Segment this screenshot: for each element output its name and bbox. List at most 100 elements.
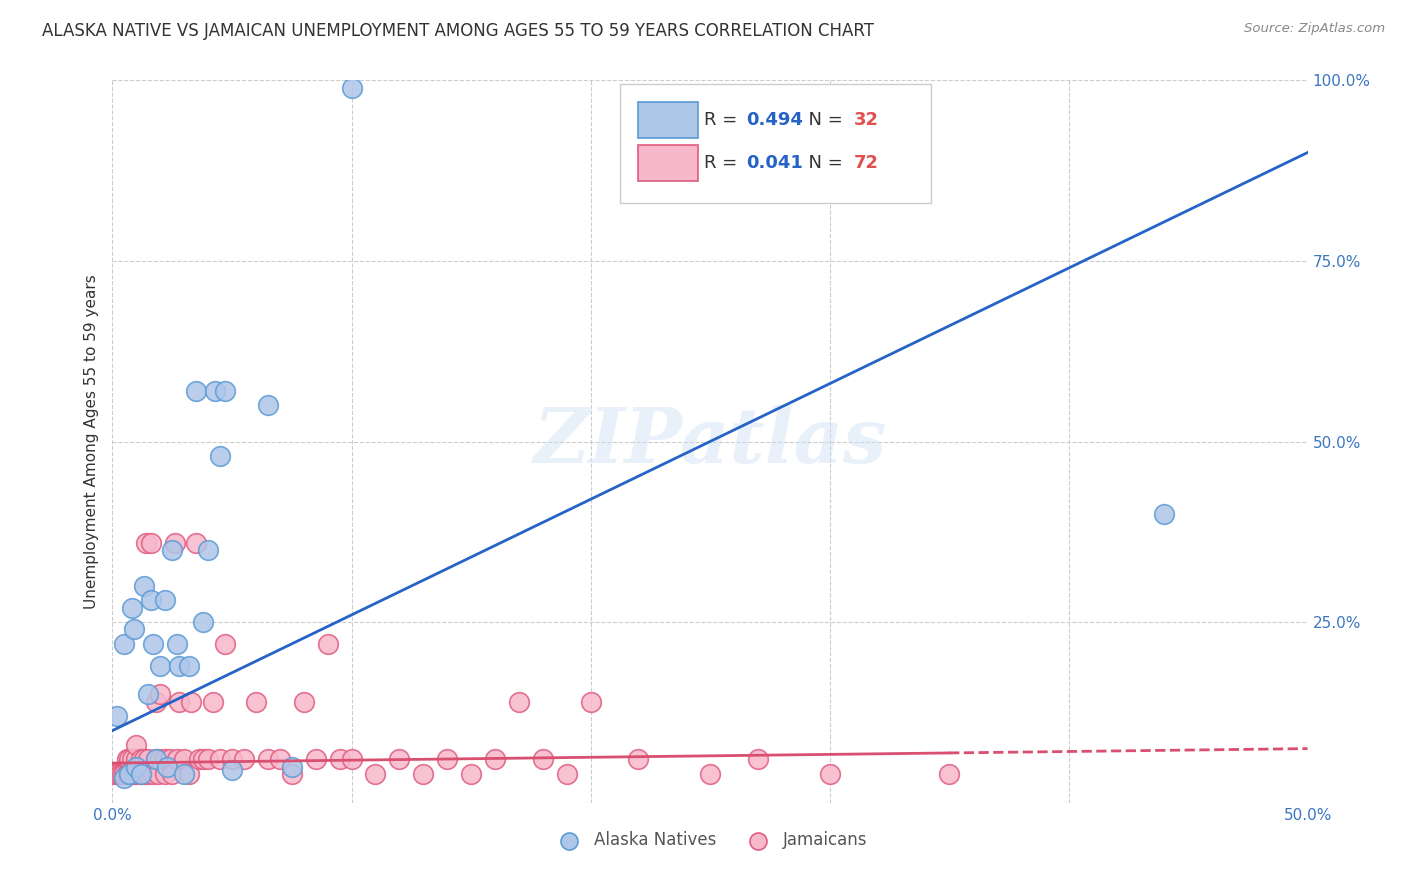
Point <box>114 767 135 781</box>
Point <box>221 764 243 778</box>
Point <box>118 752 141 766</box>
Point <box>125 738 148 752</box>
Point <box>193 752 215 766</box>
Point <box>555 767 578 781</box>
Text: R =: R = <box>704 154 742 172</box>
Text: 32: 32 <box>853 111 879 129</box>
Point <box>138 767 160 781</box>
Point <box>153 593 176 607</box>
Point <box>142 637 165 651</box>
Point <box>233 752 256 766</box>
Point <box>329 752 352 766</box>
Point <box>173 767 195 781</box>
Point <box>122 623 145 637</box>
Point <box>186 535 208 549</box>
Point <box>149 658 172 673</box>
Point <box>105 767 128 781</box>
Point <box>340 752 363 766</box>
Point <box>156 760 179 774</box>
Point <box>121 767 143 781</box>
Y-axis label: Unemployment Among Ages 55 to 59 years: Unemployment Among Ages 55 to 59 years <box>83 274 98 609</box>
Text: ALASKA NATIVE VS JAMAICAN UNEMPLOYMENT AMONG AGES 55 TO 59 YEARS CORRELATION CHA: ALASKA NATIVE VS JAMAICAN UNEMPLOYMENT A… <box>42 22 875 40</box>
Point <box>169 658 191 673</box>
Point <box>201 695 224 709</box>
Point <box>129 767 152 781</box>
Point <box>125 760 148 774</box>
Point <box>105 709 128 723</box>
Point <box>269 752 291 766</box>
Point <box>627 752 650 766</box>
Point <box>204 384 226 398</box>
Point <box>149 752 172 766</box>
Point <box>138 687 160 701</box>
Point <box>169 695 191 709</box>
Point <box>129 767 152 781</box>
Point <box>316 637 339 651</box>
Point <box>364 767 387 781</box>
Point <box>138 752 160 766</box>
FancyBboxPatch shape <box>620 84 931 203</box>
Point <box>101 767 124 781</box>
Point <box>531 752 554 766</box>
Point <box>129 752 152 766</box>
Point <box>412 767 434 781</box>
Text: 0.494: 0.494 <box>747 111 803 129</box>
Point <box>111 767 134 781</box>
Point <box>108 767 131 781</box>
Point <box>221 752 243 766</box>
Point <box>508 695 530 709</box>
Text: 72: 72 <box>853 154 879 172</box>
Point <box>245 695 267 709</box>
Point <box>484 752 506 766</box>
Point <box>125 767 148 781</box>
Point <box>145 752 167 766</box>
Point <box>193 615 215 630</box>
Point <box>177 658 200 673</box>
Point <box>747 752 769 766</box>
Point <box>1153 507 1175 521</box>
Point <box>257 398 280 412</box>
Point <box>257 752 280 766</box>
Point <box>149 687 172 701</box>
Point <box>436 752 458 766</box>
Point <box>292 695 315 709</box>
Point <box>340 80 363 95</box>
FancyBboxPatch shape <box>638 102 699 138</box>
Point <box>115 752 138 766</box>
Point <box>153 752 176 766</box>
Point <box>209 449 232 463</box>
Point <box>145 752 167 766</box>
Point <box>699 767 721 781</box>
Point <box>121 752 143 766</box>
Point <box>135 535 157 549</box>
Point <box>122 767 145 781</box>
Point <box>114 771 135 785</box>
Text: ZIPatlas: ZIPatlas <box>533 405 887 478</box>
Point <box>153 767 176 781</box>
Point <box>162 767 183 781</box>
Text: 0.041: 0.041 <box>747 154 803 172</box>
Point <box>187 752 209 766</box>
Point <box>166 752 188 766</box>
Point <box>173 752 195 766</box>
Point <box>209 752 232 766</box>
Point <box>139 593 162 607</box>
Point <box>938 767 960 781</box>
Point <box>159 752 181 766</box>
Point <box>818 767 841 781</box>
Point <box>177 767 200 781</box>
Point <box>180 695 202 709</box>
Point <box>121 600 143 615</box>
Text: N =: N = <box>797 154 849 172</box>
Point <box>281 767 304 781</box>
Point <box>579 695 602 709</box>
Point <box>146 767 169 781</box>
Point <box>118 767 141 781</box>
Legend: Alaska Natives, Jamaicans: Alaska Natives, Jamaicans <box>546 824 875 856</box>
Point <box>214 637 236 651</box>
Point <box>125 752 148 766</box>
Text: R =: R = <box>704 111 742 129</box>
Point <box>132 752 155 766</box>
Point <box>388 752 411 766</box>
Point <box>166 637 188 651</box>
